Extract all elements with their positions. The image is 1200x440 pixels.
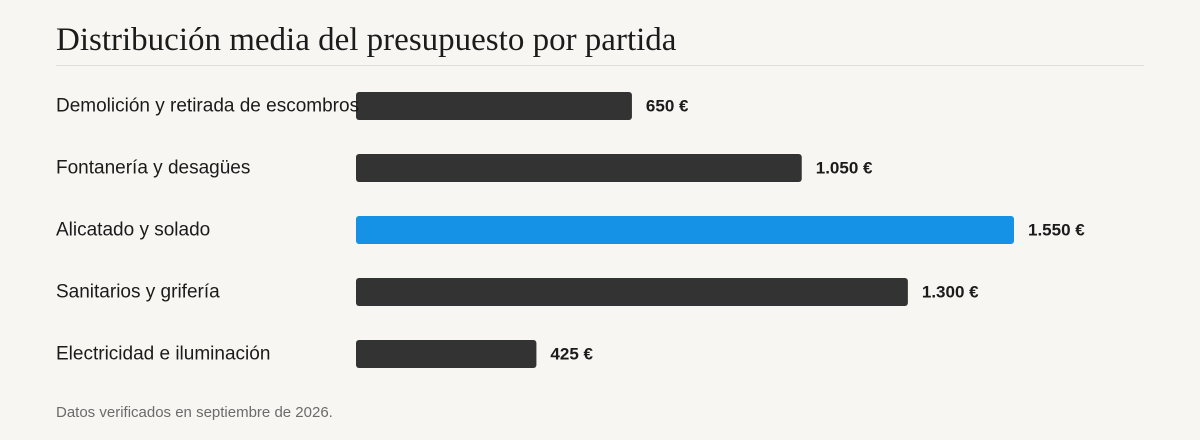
value-label-5: 425 € (550, 345, 593, 364)
chart-title: Distribución media del presupuesto por p… (56, 22, 677, 58)
title-divider (56, 65, 1144, 66)
category-label-3: Alicatado y solado (56, 220, 210, 241)
bar-2 (356, 154, 802, 182)
category-label-5: Electricidad e iluminación (56, 344, 270, 365)
category-label-1: Demolición y retirada de escombros (56, 96, 359, 117)
category-label-2: Fontanería y desagües (56, 158, 250, 179)
footnote: Datos verificados en septiembre de 2026. (56, 404, 333, 421)
bar-1 (356, 92, 632, 120)
value-label-3: 1.550 € (1028, 221, 1085, 240)
bar-5 (356, 340, 537, 368)
category-label-4: Sanitarios y grifería (56, 282, 220, 303)
bar-3 (356, 216, 1014, 244)
bar-4 (356, 278, 908, 306)
value-label-4: 1.300 € (922, 283, 979, 302)
value-label-2: 1.050 € (816, 159, 873, 178)
value-label-1: 650 € (646, 97, 689, 116)
